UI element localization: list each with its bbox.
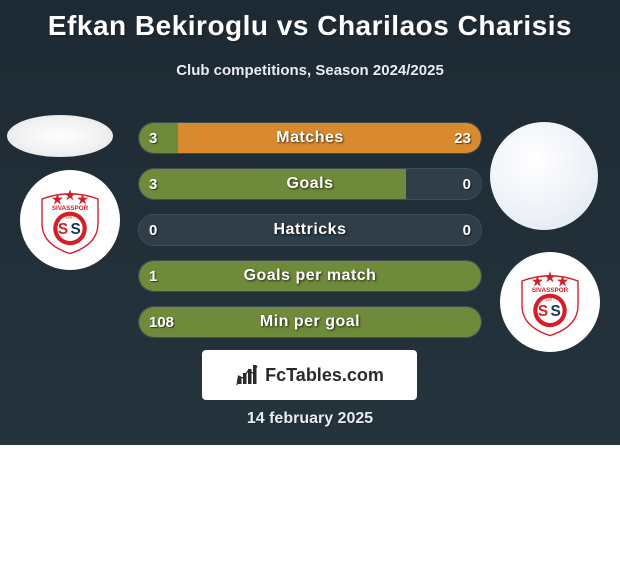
stat-label: Matches [139,123,481,153]
stats-bars: 323Matches 30Goals 00Hattricks 1Goals per m… [138,122,482,352]
page-subtitle: Club competitions, Season 2024/2025 [0,62,620,79]
sivasspor-crest-left: SIVASSPOR *1967* S S [35,185,105,255]
svg-text:*1967*: *1967* [64,215,77,220]
player-left-avatar [7,115,113,157]
club-left-badge: SIVASSPOR *1967* S S [20,170,120,270]
footer-date: 14 february 2025 [0,410,620,428]
bar-chart-icon [235,363,259,387]
stat-row: 00Hattricks [138,214,482,246]
stat-label: Hattricks [139,215,481,245]
club-right-badge: SIVASSPOR *1967* S S [500,252,600,352]
stat-row: 1Goals per match [138,260,482,292]
svg-text:*1967*: *1967* [544,297,557,302]
stat-label: Goals per match [139,261,481,291]
stat-label: Min per goal [139,307,481,337]
svg-text:SIVASSPOR: SIVASSPOR [52,205,89,212]
brand-box: FcTables.com [202,350,417,400]
infographic-root: Efkan Bekiroglu vs Charilaos Charisis Cl… [0,0,620,580]
svg-text:S: S [538,303,548,320]
brand-label: FcTables.com [265,365,384,386]
stat-row: 108Min per goal [138,306,482,338]
stat-row: 30Goals [138,168,482,200]
player-right-avatar [490,122,598,230]
stat-label: Goals [139,169,481,199]
bottom-white-area [0,445,620,580]
sivasspor-crest-right: SIVASSPOR *1967* S S [515,267,585,337]
stat-row: 323Matches [138,122,482,154]
svg-text:S: S [58,221,68,238]
svg-text:SIVASSPOR: SIVASSPOR [532,287,569,294]
page-title: Efkan Bekiroglu vs Charilaos Charisis [0,10,620,42]
svg-text:S: S [550,303,560,320]
svg-text:S: S [70,221,80,238]
